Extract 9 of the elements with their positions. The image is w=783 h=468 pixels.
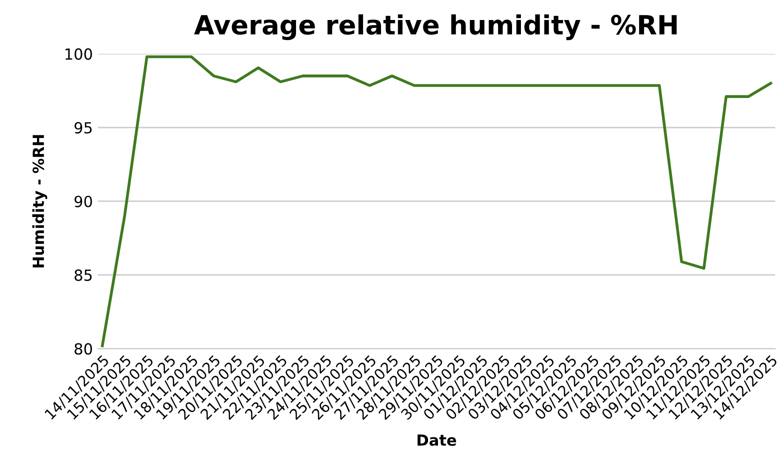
y-tick-label: 90	[74, 196, 92, 208]
y-tick-label: 80	[74, 343, 92, 355]
x-axis-title: Date	[418, 434, 456, 446]
y-tick-label: 85	[74, 269, 92, 281]
y-axis-title: Humidity - %RH	[32, 135, 48, 268]
y-tick-label: 100	[66, 48, 92, 60]
chart-title: Average relative humidity - %RH	[194, 14, 677, 40]
y-tick-label: 95	[74, 122, 92, 134]
line-series	[100, 55, 772, 348]
